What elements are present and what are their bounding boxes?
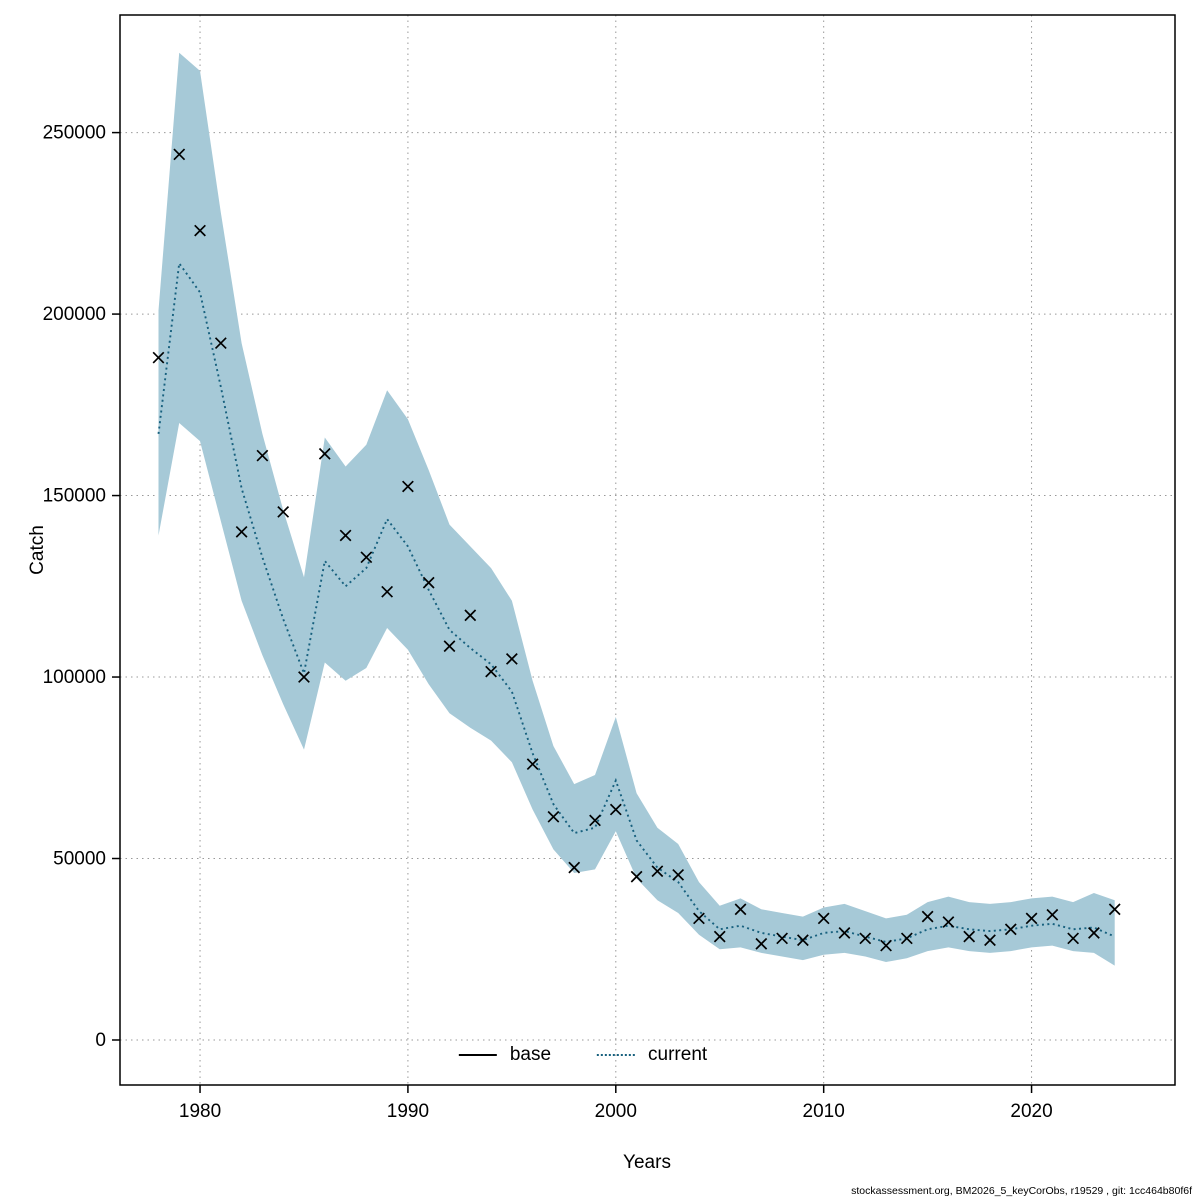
observation-marker <box>734 903 747 916</box>
observation-marker <box>1004 923 1017 936</box>
observation-marker <box>526 758 539 771</box>
observation-marker <box>568 861 581 874</box>
plot-border <box>119 14 1176 1086</box>
observation-marker <box>1088 927 1100 939</box>
observation-marker <box>443 640 456 653</box>
x-tick-label: 1990 <box>387 1101 429 1122</box>
legend-item-current: current <box>597 1044 707 1066</box>
observation-marker <box>402 480 414 493</box>
observation-marker <box>214 337 227 350</box>
axis-ticks <box>112 131 1033 1093</box>
observation-marker <box>339 529 352 542</box>
observation-marker <box>505 652 518 665</box>
observation-marker <box>796 934 809 947</box>
observation-marker <box>1108 903 1121 916</box>
x-tick-label: 2000 <box>595 1101 637 1122</box>
legend-label-current: current <box>648 1044 708 1065</box>
y-tick-label: 200000 <box>43 304 106 325</box>
observation-marker <box>298 671 310 683</box>
observation-marker <box>984 934 996 947</box>
legend: base current <box>458 1044 707 1066</box>
footer-attribution: stockassessment.org, BM2026_5_keyCorObs,… <box>851 1185 1192 1197</box>
observation-marker <box>609 803 622 816</box>
observation-marker <box>838 927 851 939</box>
current-line <box>157 260 1116 943</box>
confidence-band <box>158 52 1115 966</box>
observation-marker <box>589 814 601 827</box>
observation-marker <box>235 525 248 538</box>
observation-marker <box>817 912 830 925</box>
y-tick-label: 250000 <box>43 123 106 144</box>
y-tick-label: 150000 <box>43 486 106 507</box>
observation-marker <box>921 910 934 923</box>
x-tick-label: 1980 <box>179 1101 221 1122</box>
observation-marker <box>942 916 955 928</box>
observation-marker <box>651 865 664 878</box>
y-tick-label: 0 <box>95 1030 106 1051</box>
observation-marker <box>485 665 497 678</box>
observation-marker <box>672 868 685 881</box>
y-tick-label: 100000 <box>43 667 106 688</box>
observation-marker <box>277 505 290 518</box>
observation-marker <box>360 551 373 564</box>
observation-markers <box>152 148 1121 952</box>
observation-marker <box>194 224 206 237</box>
x-tick-label: 2020 <box>1010 1101 1052 1122</box>
x-axis-label: Years <box>623 1152 671 1173</box>
axis-tick-labels: 1980 1990 2000 2010 2020 0 50000 100000 150000 20… <box>43 123 1053 1122</box>
observation-marker <box>381 585 394 598</box>
observation-marker <box>256 449 269 462</box>
observation-marker <box>173 148 186 161</box>
observation-marker <box>422 576 435 589</box>
y-axis-label: Catch <box>27 525 48 575</box>
observation-marker <box>755 937 768 950</box>
observation-marker <box>963 930 976 943</box>
observation-marker <box>693 912 705 925</box>
observation-marker <box>630 870 643 883</box>
base-line-swatch <box>458 1054 497 1056</box>
current-line-swatch <box>597 1054 636 1056</box>
observation-marker <box>152 351 165 364</box>
observation-marker <box>547 810 560 823</box>
observation-marker <box>713 930 726 943</box>
legend-label-base: base <box>509 1044 552 1065</box>
observation-marker <box>776 932 789 945</box>
observation-marker <box>318 447 331 460</box>
observation-marker <box>1025 912 1038 925</box>
observation-marker <box>859 932 872 945</box>
observation-marker <box>900 932 913 945</box>
y-tick-label: 50000 <box>53 849 106 870</box>
observation-marker <box>1067 932 1080 945</box>
x-tick-label: 2010 <box>803 1101 845 1122</box>
legend-item-base: base <box>458 1044 552 1066</box>
observation-marker <box>880 939 892 952</box>
observation-marker <box>1046 908 1059 921</box>
observation-marker <box>464 609 477 622</box>
